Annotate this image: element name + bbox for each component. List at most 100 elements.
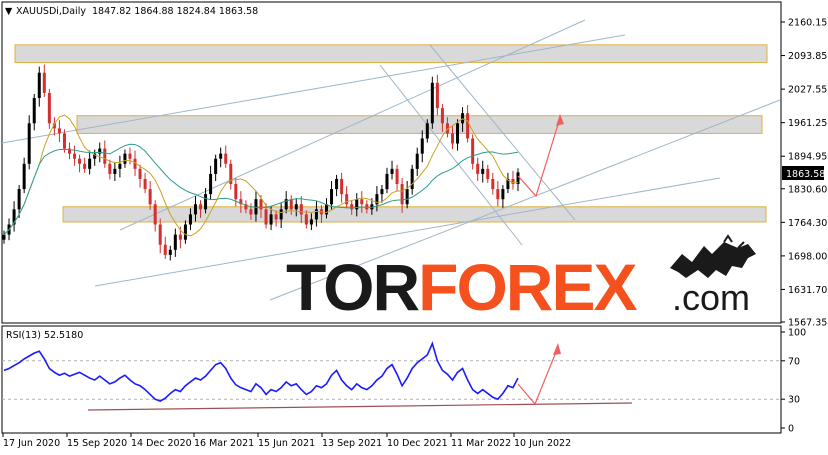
header: ▼ XAUUSDi,Daily 1847.82 1864.88 1824.84 …: [5, 6, 258, 17]
candle-body: [224, 153, 228, 164]
candle-body: [385, 173, 389, 190]
candle-body: [395, 168, 399, 185]
trend-line: [379, 64, 523, 246]
rsi-label: RSI(13) 52.5180: [6, 330, 83, 341]
candle-body: [32, 97, 36, 124]
candle-body: [289, 199, 293, 210]
candle-body: [345, 194, 349, 205]
candle-body: [365, 204, 369, 210]
candle-body: [430, 82, 434, 124]
candle-body: [188, 214, 192, 225]
candle-body: [461, 113, 465, 124]
rsi-support-line: [87, 402, 633, 411]
candle-body: [103, 148, 107, 164]
candle-body: [62, 133, 66, 149]
candle-body: [491, 178, 495, 190]
price-tick-label: 2160.15: [788, 18, 827, 29]
current-price-badge: 1863.58: [782, 166, 825, 180]
trend-line: [94, 177, 721, 287]
price-tick-label: 1698.00: [788, 251, 827, 262]
rsi-pane: 100 70 30 0 RSI(13) 52.5180: [1, 325, 806, 435]
candle-body: [88, 158, 92, 169]
candle-body: [335, 178, 339, 190]
candle-body: [450, 133, 454, 144]
candle-body: [380, 189, 384, 195]
candle-body: [390, 168, 394, 174]
price-tick-label: 1631.70: [788, 285, 827, 296]
rsi-tick-label: 30: [788, 395, 800, 406]
date-tick-label: 15 Sep 2020: [67, 438, 127, 449]
candle-body: [269, 214, 273, 225]
candle-body: [420, 138, 424, 154]
candle-body: [204, 194, 208, 210]
candle-body: [178, 234, 182, 240]
candle-body: [415, 153, 419, 169]
trend-line: [269, 99, 781, 301]
price-axis: 2160.15 2093.85 2027.55 1961.25 1894.95 1830.…: [781, 18, 827, 329]
price-tick-label: 1894.95: [788, 152, 827, 163]
candle-body: [360, 199, 364, 205]
rsi-tick-label: 0: [788, 424, 794, 435]
candle-body: [440, 108, 444, 124]
candle-body: [355, 199, 359, 210]
price-zone: [62, 206, 767, 223]
candle-body: [330, 189, 334, 205]
watermark-part-forex: FOREX: [418, 250, 637, 324]
price-tick-label: 1830.60: [788, 184, 827, 195]
projection-arrow-path: [517, 117, 561, 198]
candle-body: [244, 204, 248, 210]
candle-body: [239, 199, 243, 205]
candle-body: [325, 204, 329, 215]
price-zone: [14, 44, 768, 64]
candle-body: [138, 168, 142, 179]
projection-arrows: [517, 114, 564, 198]
candle-body: [37, 72, 41, 98]
moving-average-fast: [3, 114, 519, 237]
trend-lines: [1, 19, 781, 301]
candle-body: [22, 163, 26, 190]
candle-body: [506, 178, 510, 190]
candle-body: [264, 209, 268, 225]
candle-body: [476, 163, 480, 174]
bull-logo-icon: [670, 234, 756, 278]
symbol-triangle-icon: ▼: [5, 6, 13, 17]
candle-body: [259, 199, 263, 210]
candle-body: [249, 209, 253, 215]
candle-body: [83, 163, 87, 169]
candle-body: [113, 168, 117, 174]
candle-body: [118, 163, 122, 169]
candle-body: [17, 189, 21, 210]
candle-body: [284, 199, 288, 210]
price-tick-label: 1764.30: [788, 218, 827, 229]
candle-body: [163, 244, 167, 255]
candle-body: [350, 204, 354, 210]
rsi-level-lines: [2, 360, 781, 400]
candle-body: [12, 209, 16, 225]
candle-body: [98, 148, 102, 154]
date-tick-label: 17 Jun 2020: [3, 438, 60, 449]
trend-line: [1, 34, 626, 144]
price-zone: [76, 115, 763, 134]
support-resistance-zones: [14, 44, 768, 223]
candle-body: [400, 184, 404, 205]
candle-body: [168, 249, 172, 255]
candle-body: [309, 219, 313, 225]
candle-body: [153, 204, 157, 225]
price-tick-label: 2093.85: [788, 51, 827, 62]
candle-body: [471, 138, 475, 164]
candle-body: [425, 123, 429, 139]
trend-line: [429, 44, 576, 221]
candle-body: [456, 123, 460, 144]
rsi-projection-arrow-path: [517, 346, 559, 406]
date-tick-label: 11 Mar 2022: [451, 438, 511, 449]
date-axis: 17 Jun 2020 15 Sep 2020 14 Dec 2020 16 Mar …: [2, 433, 571, 449]
candle-body: [511, 178, 515, 185]
date-tick-label: 14 Dec 2020: [131, 438, 192, 449]
candle-body: [445, 123, 449, 134]
rsi-tick-label: 100: [788, 328, 806, 339]
candle-body: [42, 72, 46, 93]
candle-body: [173, 234, 177, 250]
ohlc-label: 1847.82 1864.88 1824.84 1863.58: [92, 6, 258, 17]
